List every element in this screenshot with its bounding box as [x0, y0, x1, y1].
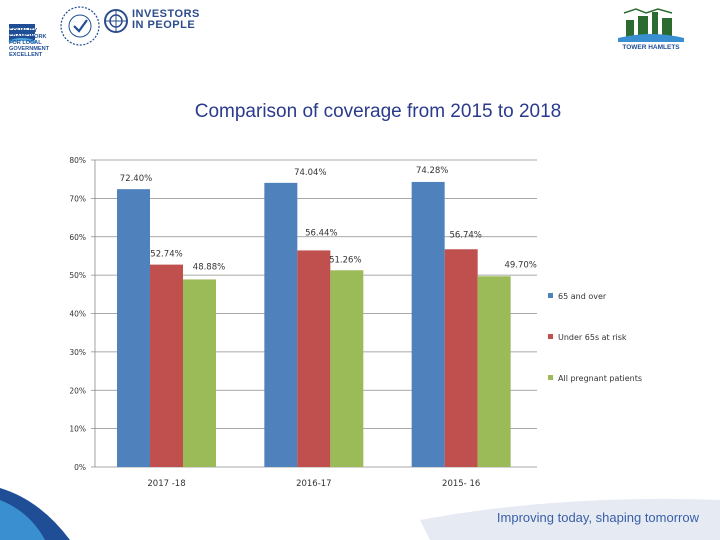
legend-swatch	[548, 375, 553, 380]
y-tick-label: 50%	[69, 271, 86, 280]
bar	[183, 279, 216, 467]
chart-title: Comparison of coverage from 2015 to 2018	[194, 101, 562, 122]
data-label: 74.28%	[416, 166, 448, 176]
equality-framework-logo	[8, 24, 36, 44]
bar	[444, 249, 478, 467]
tower-hamlets-logo	[618, 8, 684, 42]
y-tick-label: 30%	[69, 348, 86, 357]
data-label: 48.88%	[193, 262, 225, 272]
investors-in-people-text: INVESTORS IN PEOPLE	[132, 8, 200, 31]
bar	[117, 189, 150, 468]
data-label: 56.74%	[449, 230, 481, 240]
y-tick-label: 10%	[69, 425, 86, 434]
positive-about-disabled-logo	[60, 6, 100, 46]
x-tick-label: 2015- 16	[442, 479, 480, 489]
y-tick-label: 20%	[69, 386, 86, 395]
bar	[297, 250, 331, 467]
y-tick-label: 60%	[69, 233, 86, 242]
y-tick-label: 80%	[69, 156, 86, 165]
bar	[411, 181, 445, 467]
x-tick-label: 2016-17	[296, 479, 332, 489]
footer-wave	[0, 488, 720, 540]
legend-swatch	[548, 293, 553, 298]
investors-in-people-icon	[104, 9, 128, 33]
data-label: 52.74%	[150, 250, 182, 260]
data-label: 72.40%	[120, 174, 152, 184]
legend-label: All pregnant patients	[558, 374, 642, 383]
y-tick-label: 0%	[74, 463, 86, 472]
y-tick-label: 40%	[69, 310, 86, 319]
data-label: 49.70%	[504, 260, 536, 270]
bar	[330, 270, 364, 467]
bar	[477, 276, 511, 467]
equality-framework-text: EQUALITY FRAMEWORK FOR LOCAL GOVERNMENT …	[9, 28, 50, 58]
tower-hamlets-name: TOWER HAMLETS	[622, 44, 680, 51]
bar	[150, 264, 183, 467]
legend-label: Under 65s at risk	[558, 333, 627, 342]
bar	[264, 182, 298, 467]
data-label: 74.04%	[294, 168, 326, 178]
footer-tagline: Improving today, shaping tomorrow	[496, 510, 699, 525]
legend-swatch	[548, 334, 553, 339]
data-label: 51.26%	[329, 255, 361, 265]
legend-label: 65 and over	[558, 292, 607, 301]
y-tick-label: 70%	[69, 194, 86, 203]
x-tick-label: 2017 -18	[147, 479, 185, 489]
data-label: 56.44%	[305, 228, 337, 238]
